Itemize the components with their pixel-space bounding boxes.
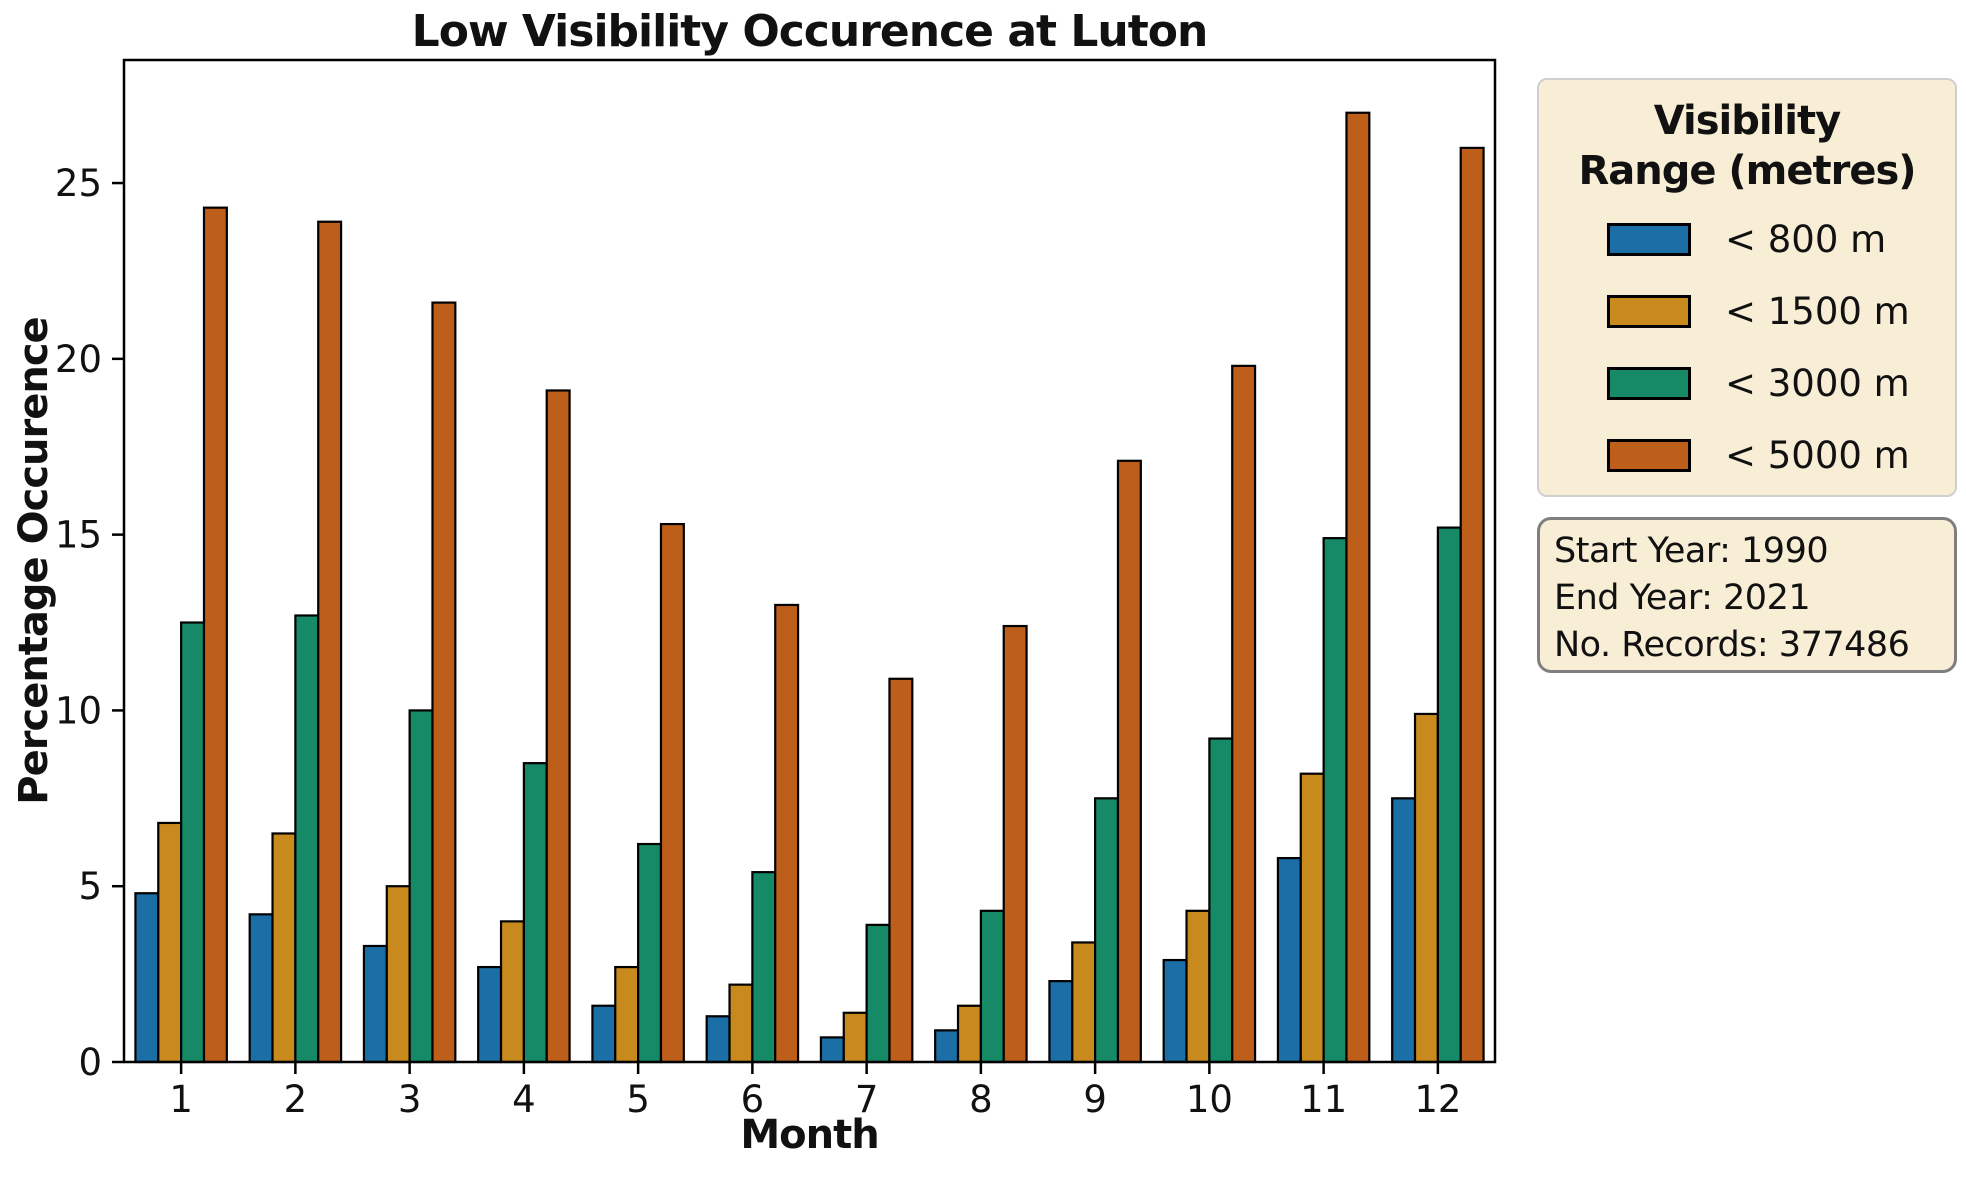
bar-month2-series0 — [248, 913, 274, 1064]
info-end-year: End Year: 2021 — [1554, 578, 1811, 618]
bar-month6-series2 — [751, 871, 777, 1064]
x-tick-label: 9 — [1083, 1078, 1107, 1121]
x-tick-label: 11 — [1300, 1078, 1347, 1121]
legend-item-800: < 800 m — [1539, 218, 1955, 261]
bar-month1-series3 — [202, 206, 228, 1064]
bar-month10-series3 — [1231, 364, 1257, 1064]
x-tick-label: 7 — [855, 1078, 879, 1121]
x-tick-label: 10 — [1186, 1078, 1233, 1121]
bar-month11-series1 — [1299, 772, 1325, 1064]
x-tick-label: 12 — [1414, 1078, 1461, 1121]
bar-month6-series0 — [705, 1015, 731, 1064]
bar-month3-series0 — [362, 944, 388, 1064]
x-tick-label: 2 — [284, 1078, 308, 1121]
bar-month5-series0 — [591, 1004, 617, 1064]
bar-month12-series3 — [1459, 146, 1485, 1064]
bar-month12-series0 — [1391, 797, 1417, 1064]
y-tick-label: 15 — [55, 514, 102, 557]
info-num-records: No. Records: 377486 — [1554, 625, 1910, 665]
legend-item-1500: < 1500 m — [1539, 290, 1955, 333]
bar-month5-series1 — [614, 965, 640, 1064]
x-tick-label: 4 — [512, 1078, 536, 1121]
legend-label-800: < 800 m — [1725, 218, 1887, 261]
bar-month2-series1 — [271, 832, 297, 1064]
bar-month6-series1 — [728, 983, 754, 1064]
bar-month3-series2 — [408, 709, 434, 1064]
bar-month2-series3 — [317, 220, 343, 1064]
bar-month11-series2 — [1322, 537, 1348, 1064]
bar-month8-series2 — [979, 909, 1005, 1064]
x-tick-label: 6 — [741, 1078, 765, 1121]
plot-border — [122, 58, 1497, 1064]
legend-label-3000: < 3000 m — [1725, 362, 1910, 405]
bar-month10-series1 — [1185, 909, 1211, 1064]
bar-month8-series3 — [1002, 624, 1028, 1064]
bar-month11-series3 — [1345, 111, 1371, 1064]
legend-items: < 800 m < 1500 m < 3000 m < 5000 m — [1539, 218, 1955, 477]
legend-item-3000: < 3000 m — [1539, 362, 1955, 405]
y-tick-label: 0 — [78, 1041, 102, 1084]
bar-month5-series3 — [659, 522, 685, 1064]
bar-month5-series2 — [637, 842, 663, 1064]
bar-month12-series1 — [1413, 712, 1439, 1064]
bar-month8-series1 — [956, 1004, 982, 1064]
bar-month1-series1 — [157, 821, 183, 1064]
legend-swatch-800-icon — [1607, 223, 1691, 256]
legend-box: Visibility Range (metres) < 800 m < 1500… — [1537, 78, 1957, 497]
bar-month3-series1 — [385, 885, 411, 1064]
bar-month2-series2 — [294, 614, 320, 1064]
bar-month1-series2 — [180, 621, 206, 1064]
legend-title-line1: Visibility — [1653, 98, 1841, 144]
bar-month4-series1 — [499, 920, 525, 1064]
info-start-year: Start Year: 1990 — [1554, 531, 1829, 571]
bar-month4-series0 — [477, 965, 503, 1064]
bar-month9-series0 — [1048, 980, 1074, 1064]
bar-month9-series3 — [1116, 459, 1142, 1064]
legend-swatch-5000-icon — [1607, 439, 1691, 472]
x-axis-label: Month — [740, 1112, 879, 1158]
legend-swatch-3000-icon — [1607, 367, 1691, 400]
x-tick-label: 5 — [626, 1078, 650, 1121]
info-box: Start Year: 1990 End Year: 2021 No. Reco… — [1537, 517, 1957, 673]
bar-month1-series0 — [134, 892, 160, 1064]
y-tick-label: 10 — [55, 689, 102, 732]
legend-title-line2: Range (metres) — [1578, 148, 1916, 194]
bar-month10-series2 — [1208, 737, 1234, 1064]
bar-month9-series2 — [1094, 797, 1120, 1064]
bar-month4-series3 — [545, 389, 571, 1064]
legend-swatch-1500-icon — [1607, 295, 1691, 328]
x-tick-label: 1 — [169, 1078, 193, 1121]
bar-month7-series3 — [888, 677, 914, 1064]
y-tick-label: 20 — [55, 338, 102, 381]
legend-title: Visibility Range (metres) — [1539, 96, 1955, 196]
bar-month10-series0 — [1162, 958, 1188, 1064]
bar-month9-series1 — [1071, 941, 1097, 1064]
bar-month12-series2 — [1436, 526, 1462, 1064]
chart-title: Low Visibility Occurence at Luton — [411, 6, 1209, 57]
y-tick-label: 25 — [55, 162, 102, 205]
bar-month7-series2 — [865, 923, 891, 1064]
legend-item-5000: < 5000 m — [1539, 434, 1955, 477]
bar-month11-series0 — [1276, 856, 1302, 1064]
x-tick-label: 3 — [398, 1078, 422, 1121]
y-tick-label: 5 — [78, 865, 102, 908]
legend-label-1500: < 1500 m — [1725, 290, 1910, 333]
bar-month6-series3 — [774, 603, 800, 1064]
bar-month7-series1 — [842, 1011, 868, 1064]
legend-label-5000: < 5000 m — [1725, 434, 1910, 477]
bar-month8-series0 — [934, 1029, 960, 1064]
bar-month4-series2 — [522, 762, 548, 1064]
bar-month7-series0 — [819, 1036, 845, 1064]
x-tick-label: 8 — [969, 1078, 993, 1121]
bar-month3-series3 — [431, 301, 457, 1064]
